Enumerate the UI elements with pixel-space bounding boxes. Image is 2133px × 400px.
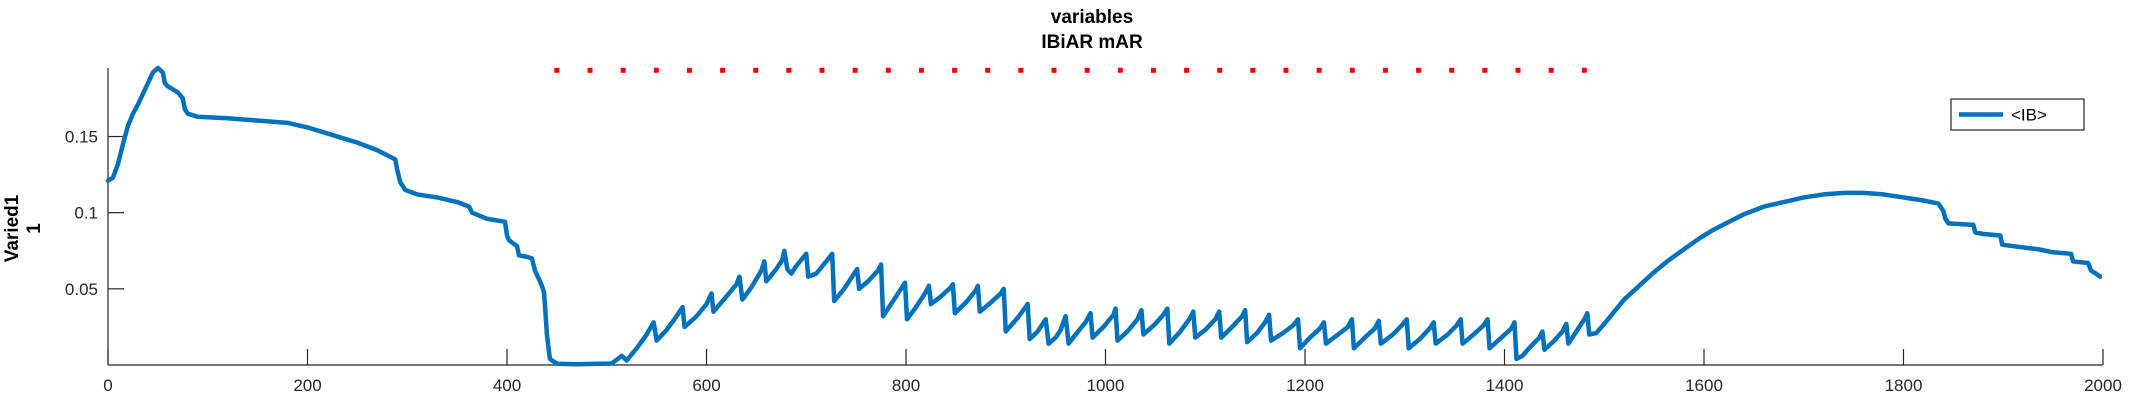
x-tick-label: 1800 (1885, 376, 1923, 395)
marker-dot (620, 67, 626, 73)
chart-title-line-1: variables (1051, 7, 1133, 28)
marker-dot (1283, 67, 1289, 73)
chart-title-line-2: IBiAR mAR (1041, 32, 1143, 53)
marker-dot (720, 67, 726, 73)
marker-dot (952, 67, 958, 73)
x-ticks: 0 200 400 600 800 1000 1200 1400 1600 1800 2000 (103, 349, 2122, 395)
axes (107, 68, 2103, 366)
marker-dot (753, 67, 759, 73)
marker-dot (554, 67, 560, 73)
marker-dot (885, 67, 891, 73)
x-tick-label: 600 (692, 376, 720, 395)
x-tick-label: 1600 (1685, 376, 1723, 395)
marker-dot (1482, 67, 1488, 73)
y-axis-label-line-2: 1 (24, 223, 45, 234)
marker-dot (918, 67, 924, 73)
x-tick-label: 800 (892, 376, 920, 395)
marker-dot (1150, 67, 1156, 73)
marker-dot (1515, 67, 1521, 73)
marker-dot (1217, 67, 1223, 73)
chart-title: variables IBiAR mAR (1041, 7, 1143, 53)
x-tick-label: 200 (293, 376, 321, 395)
marker-dot (686, 67, 692, 73)
marker-dot (1382, 67, 1388, 73)
y-tick-label: 0.05 (65, 280, 98, 299)
x-tick-label: 2000 (2084, 376, 2122, 395)
y-tick-label: 0.15 (65, 128, 98, 147)
marker-dot (852, 67, 858, 73)
marker-dot (1449, 67, 1455, 73)
marker-dot (1184, 67, 1190, 73)
y-axis-label-line-1: Varied1 (2, 194, 23, 262)
legend[interactable]: <IB> (1950, 98, 2085, 131)
marker-dot (653, 67, 659, 73)
marker-dot (1581, 67, 1587, 73)
marker-dot (1416, 67, 1422, 73)
marker-dot (587, 67, 593, 73)
x-tick-label: 1200 (1286, 376, 1324, 395)
marker-dot (1548, 67, 1554, 73)
marker-dot (1316, 67, 1322, 73)
red-dotted-marker (554, 67, 1587, 73)
marker-dot (819, 67, 825, 73)
marker-dot (786, 67, 792, 73)
x-tick-label: 0 (103, 376, 112, 395)
legend-label-ib: <IB> (2011, 106, 2047, 125)
marker-dot (1051, 67, 1057, 73)
y-ticks: 0.05 0.1 0.15 (65, 128, 124, 299)
x-tick-label: 1400 (1486, 376, 1524, 395)
y-axis-label: Varied1 1 (2, 194, 45, 262)
marker-dot (1117, 67, 1123, 73)
x-tick-label: 1000 (1087, 376, 1125, 395)
x-tick-label: 400 (493, 376, 521, 395)
marker-dot (985, 67, 991, 73)
series-line-ib (105, 65, 2103, 367)
marker-dot (1018, 67, 1024, 73)
marker-dot (1349, 67, 1355, 73)
marker-dot (1250, 67, 1256, 73)
marker-dot (1084, 67, 1090, 73)
y-tick-label: 0.1 (74, 204, 98, 223)
